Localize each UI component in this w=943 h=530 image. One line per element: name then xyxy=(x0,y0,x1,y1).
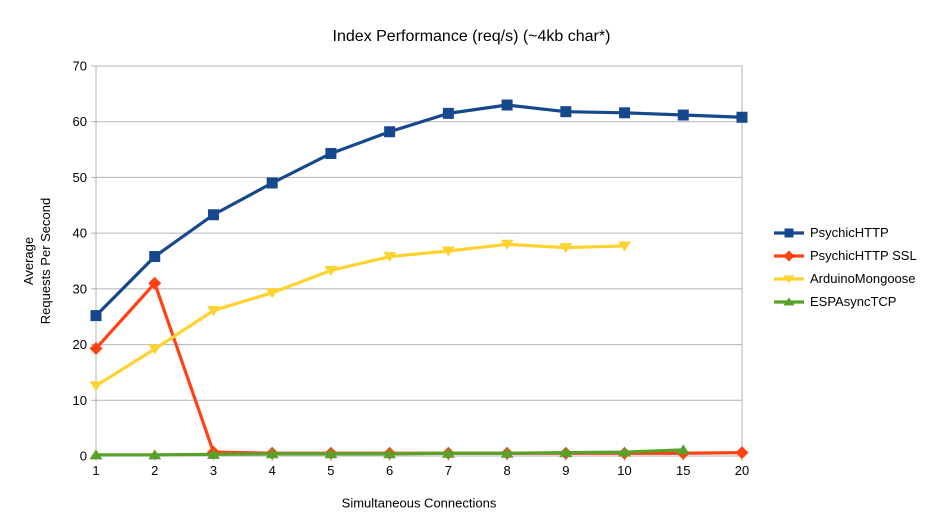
x-tick-label-5: 5 xyxy=(327,463,334,478)
marker-arduinomongoose-8 xyxy=(500,239,514,250)
chart-title: Index Performance (req/s) (~4kb char*) xyxy=(332,28,611,45)
x-tick-label-10: 10 xyxy=(617,463,631,478)
legend-swatch-espasynctcp xyxy=(774,297,804,305)
marker-espasynctcp-15 xyxy=(676,444,690,455)
marker-espasynctcp-2 xyxy=(148,449,162,460)
marker-psychichttp-5 xyxy=(325,147,337,159)
marker-psychichttp-2 xyxy=(149,251,161,263)
legend-label-psychichttp: PsychicHTTP xyxy=(810,225,889,240)
marker-psychichttp-10 xyxy=(619,107,631,119)
x-tick-label-20: 20 xyxy=(735,463,749,478)
y-tick-label-0: 0 xyxy=(80,449,87,464)
legend-swatch-psychichttp-ssl xyxy=(774,250,804,261)
y-tick-label-60: 60 xyxy=(73,114,87,129)
x-axis-title: Simultaneous Connections xyxy=(341,495,497,511)
marker-arduinomongoose-3 xyxy=(206,306,220,317)
marker-psychichttp-4 xyxy=(266,177,278,189)
y-axis-title: Average Requests Per Second xyxy=(21,198,55,324)
marker-arduinomongoose-7 xyxy=(441,246,455,257)
x-tick-label-8: 8 xyxy=(503,463,510,478)
x-tick-label-3: 3 xyxy=(210,463,217,478)
marker-arduinomongoose-5 xyxy=(324,265,338,276)
marker-psychichttp-ssl-20 xyxy=(735,446,749,460)
marker-arduinomongoose-4 xyxy=(265,288,279,299)
marker-arduinomongoose-1 xyxy=(89,381,103,392)
y-tick-label-30: 30 xyxy=(73,281,87,296)
series-line-psychichttp-ssl xyxy=(94,281,744,455)
y-axis-title-line1: Average xyxy=(21,236,37,286)
legend-label-arduinomongoose: ArduinoMongoose xyxy=(810,271,916,286)
y-tick-label-20: 20 xyxy=(73,337,87,352)
legend-label-espasynctcp: ESPAsyncTCP xyxy=(810,294,897,309)
legend-item-psychichttp-ssl: PsychicHTTP SSL xyxy=(773,248,917,263)
x-tick-label-1: 1 xyxy=(92,463,99,478)
x-tick-label-15: 15 xyxy=(676,463,690,478)
marker-psychichttp-1 xyxy=(90,310,102,322)
y-tick-label-10: 10 xyxy=(73,393,87,408)
marker-espasynctcp-9 xyxy=(559,447,573,458)
marker-psychichttp-3 xyxy=(207,209,219,221)
legend-swatch-psychichttp xyxy=(774,228,804,237)
marker-espasynctcp-5 xyxy=(324,448,338,459)
marker-arduinomongoose-10 xyxy=(618,241,632,252)
marker-arduinomongoose-2 xyxy=(148,344,162,355)
marker-arduinomongoose-6 xyxy=(383,252,397,263)
marker-psychichttp-15 xyxy=(677,109,689,121)
marker-espasynctcp-1 xyxy=(89,449,103,460)
x-tick-label-2: 2 xyxy=(151,463,158,478)
marker-psychichttp-ssl-2 xyxy=(148,276,162,290)
marker-arduinomongoose-9 xyxy=(559,243,573,254)
x-tick-label-7: 7 xyxy=(445,463,452,478)
series-line-arduinomongoose xyxy=(94,242,627,388)
legend-item-psychichttp: PsychicHTTP xyxy=(773,225,917,240)
legend: PsychicHTTP PsychicHTTP SSL ArduinoMongoos… xyxy=(773,225,917,309)
x-tick-label-9: 9 xyxy=(562,463,569,478)
marker-psychichttp-ssl-1 xyxy=(89,341,103,355)
marker-espasynctcp-8 xyxy=(500,447,514,458)
series-line-psychichttp xyxy=(94,103,744,318)
marker-espasynctcp-3 xyxy=(206,448,220,459)
legend-label-psychichttp-ssl: PsychicHTTP SSL xyxy=(810,248,917,263)
marker-espasynctcp-7 xyxy=(441,447,455,458)
y-tick-label-40: 40 xyxy=(73,226,87,241)
marker-psychichttp-9 xyxy=(560,106,572,118)
marker-psychichttp-20 xyxy=(736,111,748,123)
legend-item-espasynctcp: ESPAsyncTCP xyxy=(773,294,917,309)
x-tick-label-6: 6 xyxy=(386,463,393,478)
marker-psychichttp-7 xyxy=(442,107,454,119)
marker-espasynctcp-6 xyxy=(383,448,397,459)
y-tick-label-50: 50 xyxy=(73,170,87,185)
marker-psychichttp-8 xyxy=(501,99,513,111)
y-axis-title-line2: Requests Per Second xyxy=(38,197,53,325)
legend-item-arduinomongoose: ArduinoMongoose xyxy=(773,271,917,286)
y-tick-label-70: 70 xyxy=(73,59,87,74)
legend-swatch-arduinomongoose xyxy=(774,275,804,283)
marker-espasynctcp-4 xyxy=(265,448,279,459)
x-tick-label-4: 4 xyxy=(269,463,276,478)
marker-espasynctcp-10 xyxy=(618,446,632,457)
marker-psychichttp-6 xyxy=(384,126,396,138)
plot-border xyxy=(95,65,743,457)
